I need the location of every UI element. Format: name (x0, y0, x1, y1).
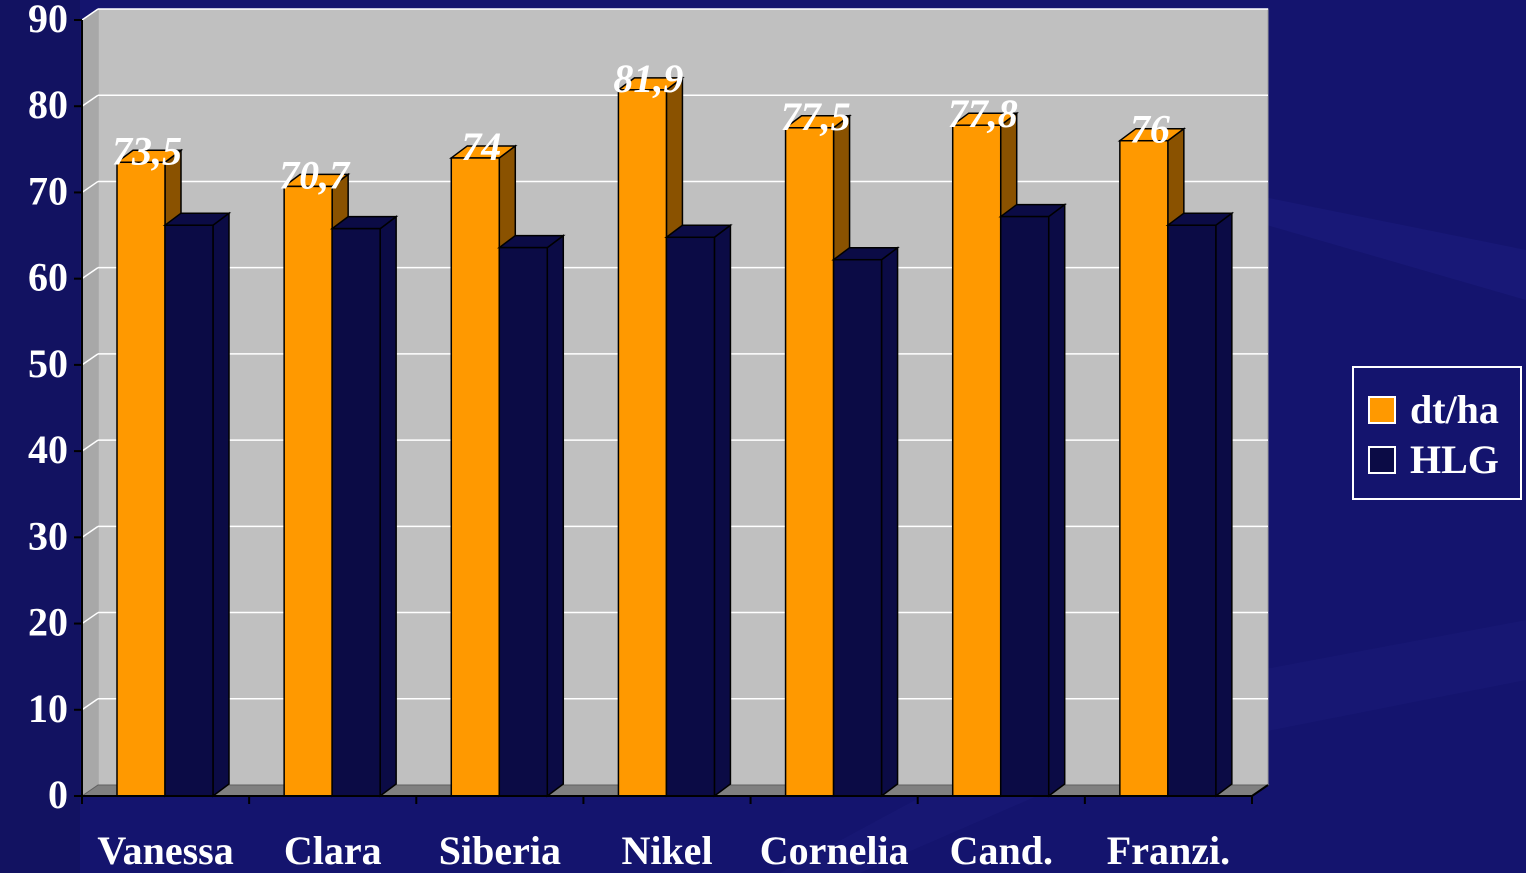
bar-front (665, 236, 716, 797)
bar-hlg-4 (831, 246, 900, 798)
bar-side (1047, 203, 1066, 798)
bar-side (1215, 211, 1233, 798)
y-axis: 0 10 20 30 40 50 60 70 80 90 (28, 0, 83, 817)
bar-side (880, 246, 899, 798)
bar-front (1119, 139, 1169, 797)
gridline-side (81, 353, 99, 366)
x-tick-label: Cornelia (760, 828, 909, 873)
bar-front (498, 246, 549, 797)
y-tick-label: 80 (28, 82, 68, 127)
legend-item-dtha: dt/ha (1368, 390, 1499, 430)
x-tick-label: Franzi. (1107, 828, 1230, 873)
y-tick-label: 10 (28, 686, 68, 731)
bar-front (283, 185, 333, 797)
bar-hlg-2 (497, 234, 566, 798)
y-tick-label: 50 (28, 341, 68, 386)
bar-hlg-3 (664, 223, 733, 798)
bar-front (164, 224, 214, 797)
gridline-side (81, 611, 99, 625)
data-label: 77,8 (948, 91, 1018, 136)
data-label: 76 (1130, 107, 1170, 152)
data-label: 73,5 (112, 128, 182, 173)
bar-front (951, 124, 1002, 797)
bars (114, 76, 1235, 798)
data-label: 70,7 (279, 152, 351, 197)
gridline-side (81, 94, 99, 107)
bar-front (450, 157, 501, 797)
x-tick-label: Vanessa (97, 828, 233, 873)
bar-hlg-0 (162, 211, 232, 798)
x-axis-end (1251, 784, 1269, 797)
bar-hlg-5 (998, 203, 1067, 798)
data-label: 81,9 (613, 56, 683, 101)
y-tick-label: 60 (28, 255, 68, 300)
x-tick-label: Siberia (439, 828, 561, 873)
y-tick-label: 20 (28, 600, 68, 645)
gridline-side (81, 525, 99, 538)
bar-front (1167, 224, 1217, 797)
data-label: 74 (461, 124, 501, 169)
legend-swatch-hlg (1368, 446, 1396, 474)
gridline-side (81, 267, 99, 280)
data-labels: 73,5 70,7 74 81,9 77,5 77,8 76 (112, 56, 1170, 198)
x-axis: Vanessa Clara Siberia Nikel Cornelia Cand. Fra… (81, 784, 1269, 873)
gridline-side (81, 439, 99, 452)
bar-side (713, 223, 732, 798)
x-tick-label: Clara (284, 828, 382, 873)
legend-label-dtha: dt/ha (1410, 387, 1499, 432)
y-tick-label: 40 (28, 427, 68, 472)
y-tick-label: 30 (28, 513, 68, 558)
bar-front (832, 258, 883, 797)
data-label: 77,5 (781, 94, 851, 139)
bar-front (999, 215, 1050, 797)
bar-front (784, 127, 835, 797)
bar-side (212, 211, 230, 798)
bar-front (617, 89, 668, 797)
bar-side (379, 215, 397, 798)
bar-front (331, 227, 381, 797)
gridline-side (81, 180, 99, 194)
x-tick-label: Nikel (621, 828, 712, 873)
legend-label-hlg: HLG (1410, 437, 1499, 482)
y-tick-label: 0 (48, 772, 68, 817)
bar-hlg-1 (329, 215, 399, 798)
x-tick-label: Cand. (950, 828, 1053, 873)
bar-front (116, 161, 166, 797)
bar-hlg-6 (1165, 211, 1235, 798)
y-tick-label: 90 (28, 0, 68, 41)
bar-side (546, 234, 565, 798)
plot-side-wall (82, 9, 98, 796)
gridline-side (81, 8, 99, 21)
gridline-side (81, 698, 99, 711)
legend-item-hlg: HLG (1368, 440, 1499, 480)
legend: dt/ha HLG (1352, 366, 1522, 500)
y-tick-label: 70 (28, 168, 68, 213)
legend-swatch-dtha (1368, 396, 1396, 424)
